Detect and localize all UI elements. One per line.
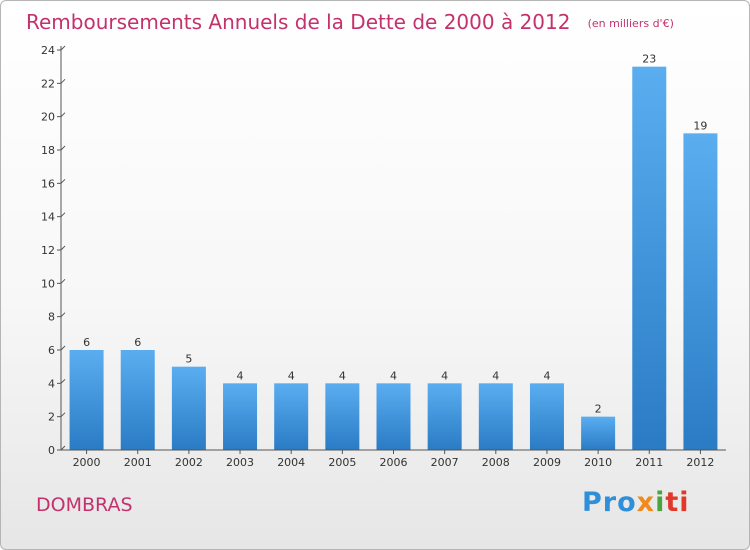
bar-2003 xyxy=(223,383,258,450)
x-tick-label: 2009 xyxy=(533,456,561,469)
x-tick-label: 2005 xyxy=(328,456,356,469)
y-tick-slant xyxy=(60,78,66,84)
bar-2004 xyxy=(274,383,309,450)
bar-value-label: 4 xyxy=(441,369,448,382)
bar-2000 xyxy=(69,350,104,450)
y-tick-label: 12 xyxy=(41,244,55,257)
y-tick-label: 14 xyxy=(41,211,55,224)
bar-value-label: 2 xyxy=(595,403,602,416)
chart-unit: (en milliers d'€) xyxy=(587,17,674,30)
x-tick-label: 2007 xyxy=(431,456,459,469)
x-tick-label: 2006 xyxy=(380,456,408,469)
bar-value-label: 6 xyxy=(83,336,90,349)
bar-value-label: 4 xyxy=(288,369,295,382)
chart-title-text: Remboursements Annuels de la Dette de 20… xyxy=(26,10,571,34)
y-tick-slant xyxy=(60,412,66,418)
bar-2010 xyxy=(581,416,616,450)
y-tick-slant xyxy=(60,345,66,351)
y-tick-label: 6 xyxy=(48,344,55,357)
y-tick-label: 0 xyxy=(48,444,55,457)
bar-2008 xyxy=(478,383,513,450)
y-tick-slant xyxy=(60,145,66,151)
bar-2007 xyxy=(427,383,462,450)
bar-2001 xyxy=(120,350,155,450)
x-tick-label: 2004 xyxy=(277,456,305,469)
bars: 6 6 5 4 4 4 4 4 4 4 2 23 19 xyxy=(69,53,718,451)
y-tick-label: 20 xyxy=(41,111,55,124)
y-tick-slant xyxy=(60,212,66,218)
bar-2012 xyxy=(683,133,718,451)
y-tick-slant xyxy=(60,312,66,318)
bar-2011 xyxy=(632,66,667,451)
bar-2009 xyxy=(529,383,564,450)
y-tick-label: 24 xyxy=(41,44,55,57)
bar-value-label: 4 xyxy=(543,369,550,382)
bar-value-label: 4 xyxy=(492,369,499,382)
commune-name: DOMBRAS xyxy=(36,494,133,516)
y-tick-label: 2 xyxy=(48,411,55,424)
bar-value-label: 6 xyxy=(134,336,141,349)
logo-part-2: x xyxy=(636,487,656,518)
y-tick-label: 4 xyxy=(48,377,55,390)
chart-title: Remboursements Annuels de la Dette de 20… xyxy=(26,6,674,38)
logo-part-3: i xyxy=(655,487,666,518)
bar-value-label: 19 xyxy=(693,119,707,132)
bar-2005 xyxy=(325,383,360,450)
bar-value-label: 5 xyxy=(185,353,192,366)
x-tick-label: 2010 xyxy=(584,456,612,469)
logo-part-1: Pro xyxy=(582,487,637,518)
proxiti-logo: Proxiti xyxy=(582,487,690,518)
x-axis: 2000 2001 2002 2003 2004 2005 2006 2007 2008 2009… xyxy=(61,449,726,469)
bar-2006 xyxy=(376,383,411,450)
y-tick-slant xyxy=(60,245,66,251)
y-tick-label: 8 xyxy=(48,311,55,324)
y-tick-slant xyxy=(60,278,66,284)
x-tick-label: 2001 xyxy=(124,456,152,469)
y-tick-label: 16 xyxy=(41,177,55,190)
bar-value-label: 4 xyxy=(339,369,346,382)
bar-value-label: 4 xyxy=(237,369,244,382)
y-tick-label: 22 xyxy=(41,77,55,90)
logo-part-4: ti xyxy=(665,487,690,518)
y-tick-label: 10 xyxy=(41,277,55,290)
y-tick-slant xyxy=(60,112,66,118)
y-tick-slant xyxy=(60,445,66,451)
bar-2002 xyxy=(171,366,206,450)
x-tick-label: 2002 xyxy=(175,456,203,469)
bar-value-label: 4 xyxy=(390,369,397,382)
y-tick-label: 18 xyxy=(41,144,55,157)
x-tick-label: 2003 xyxy=(226,456,254,469)
x-tick-label: 2011 xyxy=(635,456,663,469)
y-tick-slant xyxy=(60,45,66,51)
x-tick-label: 2008 xyxy=(482,456,510,469)
bar-value-label: 23 xyxy=(642,53,656,66)
y-tick-slant xyxy=(60,178,66,184)
y-tick-slant xyxy=(60,378,66,384)
x-tick-label: 2000 xyxy=(73,456,101,469)
x-tick-label: 2012 xyxy=(686,456,714,469)
